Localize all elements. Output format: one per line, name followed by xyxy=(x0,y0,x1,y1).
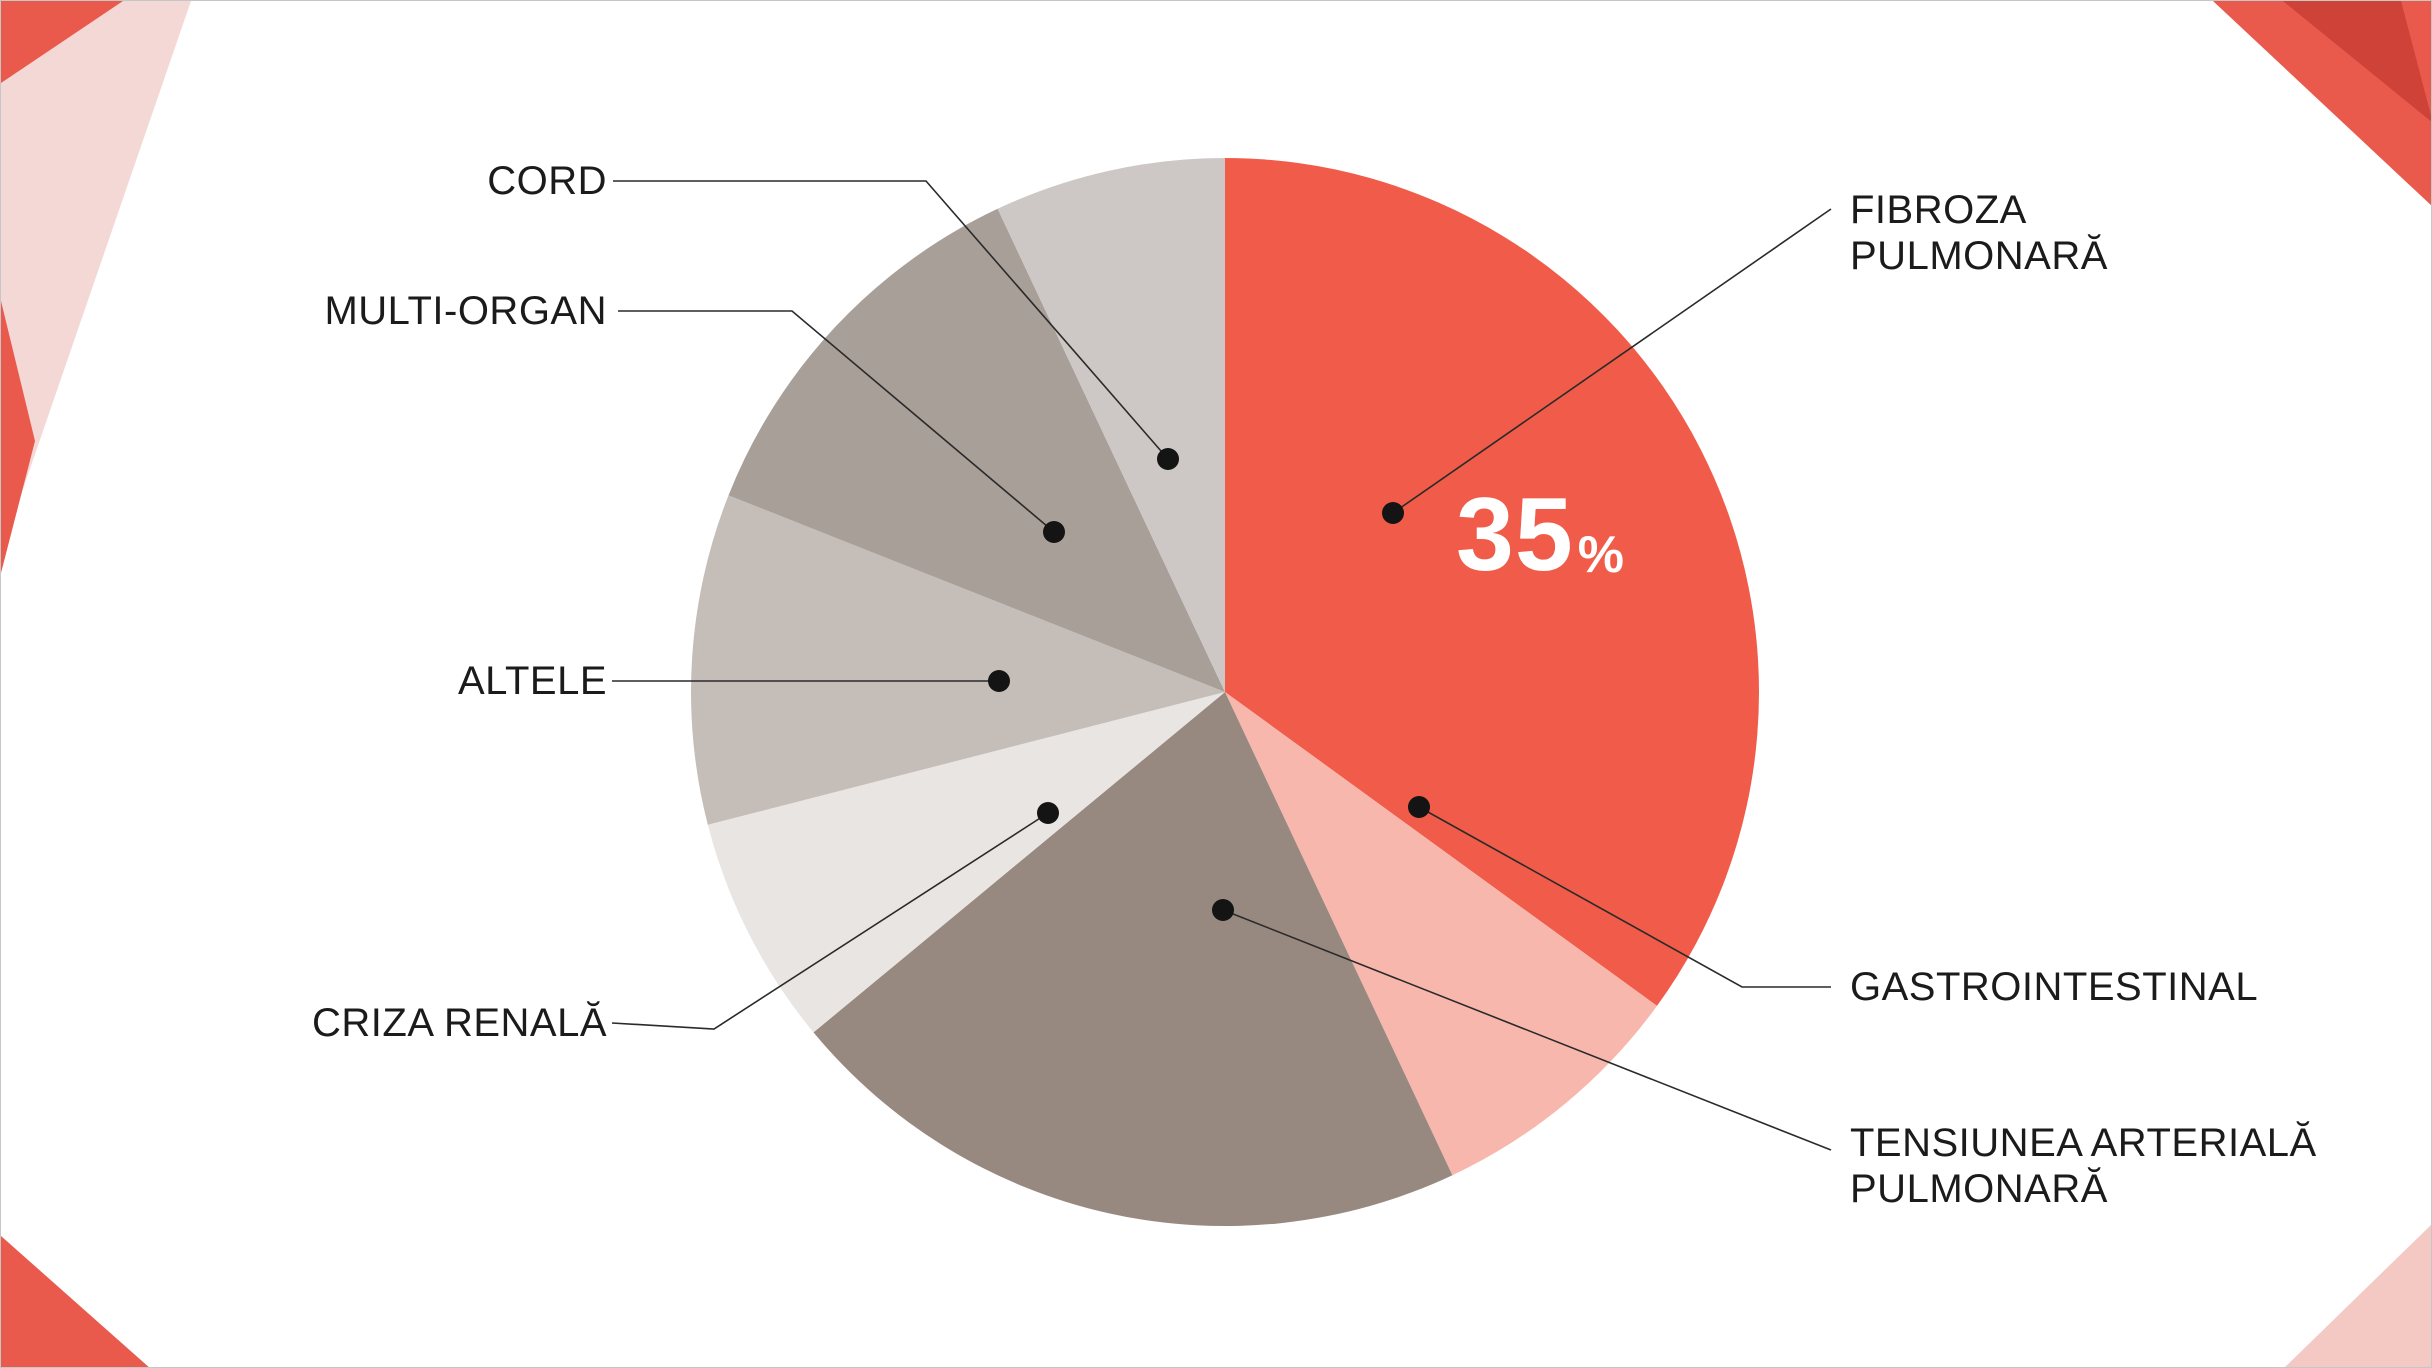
label-gastrointestinal: GASTROINTESTINAL xyxy=(1850,965,2259,1009)
callout-dot-altele xyxy=(988,670,1010,692)
pie xyxy=(691,158,1760,1227)
pie-slice-tensiunea-arterial-pulmonar xyxy=(813,692,1453,1227)
callout-dot-multi-organ xyxy=(1043,521,1065,543)
pie-slice-fibroza-pulmonar xyxy=(1225,158,1760,1006)
callout-lines xyxy=(611,180,1832,1151)
leader-line-gastrointestinal xyxy=(1418,806,1831,988)
leader-line-tensiunea xyxy=(1222,909,1832,1151)
callout-dot-gastrointestinal xyxy=(1408,796,1430,818)
label-multi-organ: MULTI-ORGAN xyxy=(324,289,607,333)
label-fibroza: FIBROZA PULMONARĂ xyxy=(1850,188,2108,278)
slice-value-label: 35 % xyxy=(1456,483,1624,587)
slice-value-number: 35 xyxy=(1456,477,1574,593)
callout-dot-criza-renala xyxy=(1037,802,1059,824)
callout-dot-cord xyxy=(1157,448,1179,470)
label-cord: CORD xyxy=(487,159,607,203)
pie-slice-multi-organ xyxy=(728,208,1225,693)
pie-slice-altele xyxy=(691,495,1225,825)
leader-line-fibroza xyxy=(1392,208,1832,514)
pie-slice-gastrointestinal xyxy=(1225,692,1657,1176)
pie-slice-criza-renal xyxy=(707,692,1225,1033)
pie-slice-cord xyxy=(997,158,1225,692)
slice-value-percent: % xyxy=(1577,526,1624,584)
label-tensiunea: TENSIUNEA ARTERIALĂ PULMONARĂ xyxy=(1850,1121,2317,1211)
leader-line-cord xyxy=(613,180,1169,460)
label-altele: ALTELE xyxy=(458,659,607,703)
leader-line-multi-organ xyxy=(618,310,1055,533)
leader-line-criza-renala xyxy=(611,812,1049,1030)
callout-dot-fibroza xyxy=(1382,502,1404,524)
callout-dot-tensiunea xyxy=(1212,899,1234,921)
label-criza-renala: CRIZA RENALĂ xyxy=(312,1001,607,1045)
